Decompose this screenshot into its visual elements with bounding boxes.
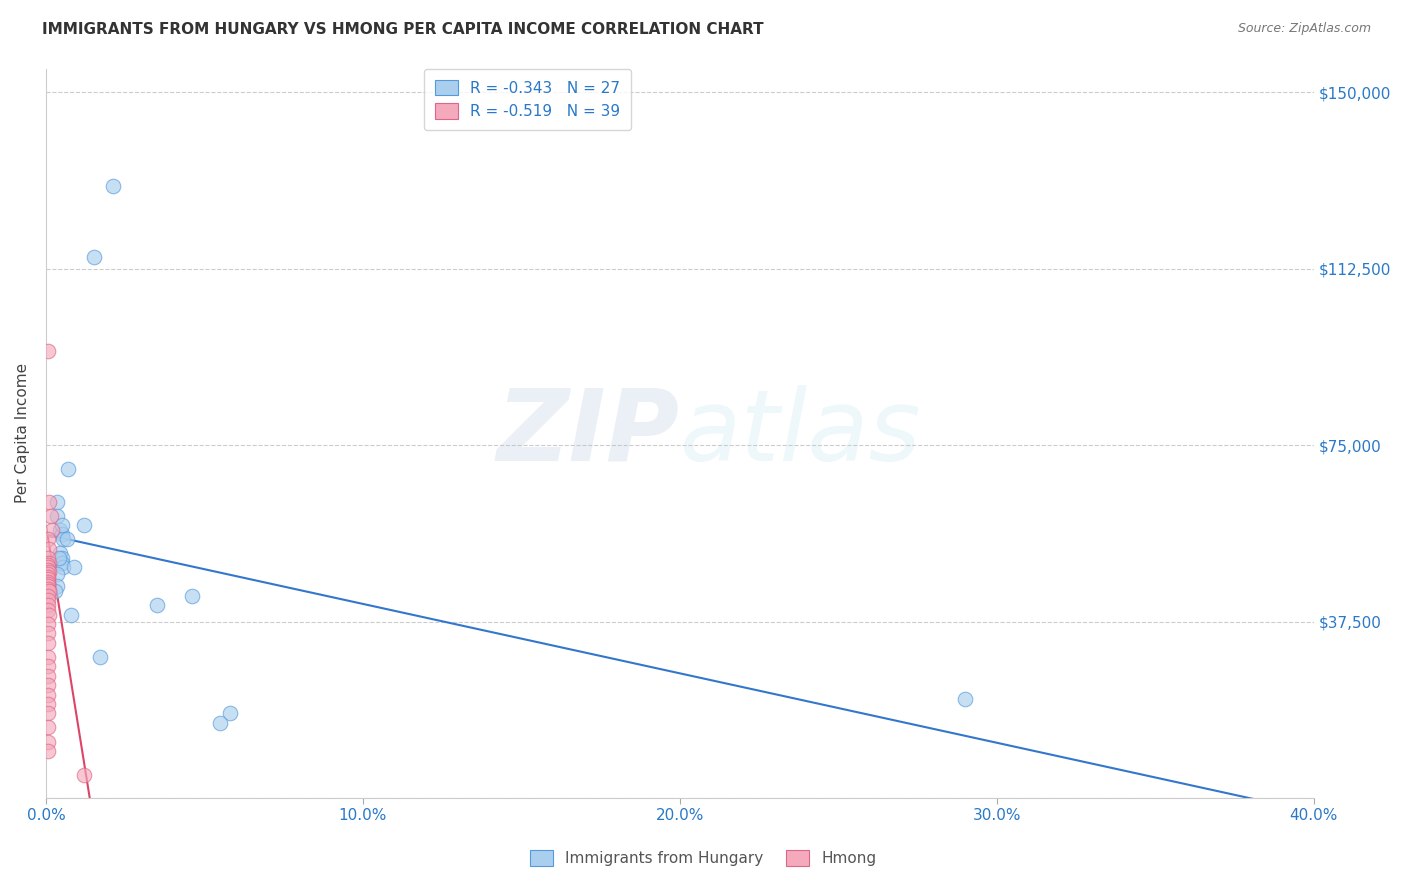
Point [146, 598, 169, 612]
Point [83, 250, 105, 264]
Point [37, 563, 59, 577]
Point [37, 678, 59, 692]
Point [37, 560, 59, 574]
Text: Source: ZipAtlas.com: Source: ZipAtlas.com [1237, 22, 1371, 36]
Point [37, 577, 59, 591]
Point [37, 636, 59, 650]
Point [38, 565, 60, 579]
Legend: Immigrants from Hungary, Hmong: Immigrants from Hungary, Hmong [520, 841, 886, 875]
Point [218, 706, 240, 721]
Point [49, 546, 72, 560]
Point [48, 551, 70, 566]
Point [38, 494, 60, 508]
Text: atlas: atlas [681, 384, 921, 482]
Point [38, 556, 60, 570]
Point [37, 697, 59, 711]
Point [51, 551, 73, 566]
Point [38, 584, 60, 599]
Point [46, 494, 69, 508]
Y-axis label: Per Capita Income: Per Capita Income [15, 363, 30, 503]
Point [37, 593, 59, 607]
Point [55, 532, 77, 546]
Point [51, 556, 73, 570]
Point [37, 649, 59, 664]
Point [37, 582, 59, 596]
Point [73, 518, 96, 533]
Point [37, 721, 59, 735]
Point [37, 668, 59, 682]
Point [46, 508, 69, 523]
Point [37, 616, 59, 631]
Text: ZIP: ZIP [496, 384, 681, 482]
Point [37, 558, 59, 572]
Point [46, 579, 69, 593]
Point [38, 607, 60, 622]
Point [51, 527, 73, 541]
Point [37, 532, 59, 546]
Point [63, 560, 86, 574]
Point [37, 603, 59, 617]
Point [37, 551, 59, 566]
Point [38, 541, 60, 556]
Point [49, 523, 72, 537]
Point [37, 688, 59, 702]
Point [953, 692, 976, 706]
Point [37, 579, 59, 593]
Text: IMMIGRANTS FROM HUNGARY VS HMONG PER CAPITA INCOME CORRELATION CHART: IMMIGRANTS FROM HUNGARY VS HMONG PER CAP… [42, 22, 763, 37]
Legend: R = -0.343   N = 27, R = -0.519   N = 39: R = -0.343 N = 27, R = -0.519 N = 39 [425, 69, 631, 130]
Point [37, 574, 59, 589]
Point [51, 518, 73, 533]
Point [37, 598, 59, 612]
Point [37, 734, 59, 748]
Point [101, 179, 124, 194]
Point [52, 560, 75, 574]
Point [37, 744, 59, 758]
Point [37, 570, 59, 584]
Point [89, 649, 111, 664]
Point [52, 532, 75, 546]
Point [37, 706, 59, 721]
Point [209, 715, 232, 730]
Point [37, 572, 59, 586]
Point [37, 589, 59, 603]
Point [60, 607, 83, 622]
Point [46, 567, 69, 582]
Point [73, 767, 96, 781]
Point [37, 343, 59, 358]
Point [180, 589, 202, 603]
Point [56, 461, 79, 475]
Point [37, 567, 59, 582]
Point [41, 523, 63, 537]
Point [37, 626, 59, 640]
Point [37, 659, 59, 673]
Point [44, 584, 66, 599]
Point [39, 508, 62, 523]
